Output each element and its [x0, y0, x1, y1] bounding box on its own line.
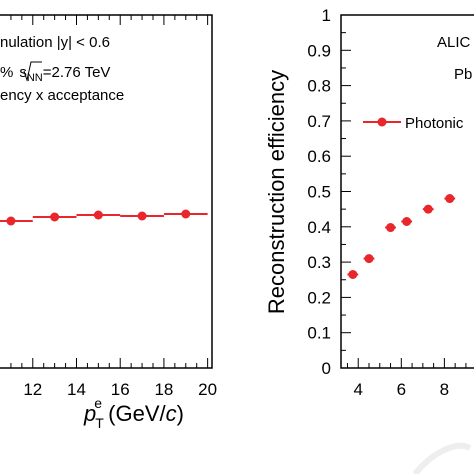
right-data-series	[347, 194, 456, 279]
sqrt-sign	[23, 61, 42, 82]
left-plot-frame	[0, 14, 213, 369]
right-y-tick-label: 0.1	[307, 324, 331, 343]
right-annotation-system: Pb	[454, 66, 472, 83]
right-annotation-experiment: ALIC	[437, 34, 471, 51]
left-x-tick-label: 12	[23, 380, 42, 399]
left-data-series	[0, 209, 208, 226]
right-y-tick-label: 0.8	[307, 77, 331, 96]
right-x-tick-label: 4	[353, 380, 362, 399]
left-annotation-energy: % sNN=2.76 TeV	[0, 64, 110, 84]
left-x-tick-label: 16	[111, 380, 130, 399]
right-point-marker	[348, 269, 358, 279]
left-x-tick-label: 20	[198, 380, 217, 399]
left-point-marker	[93, 210, 103, 220]
right-point-marker	[364, 254, 374, 264]
right-y-tick-label: 0	[322, 359, 331, 378]
legend: Photonic	[363, 115, 464, 132]
left-point-marker	[137, 211, 147, 221]
right-point-marker	[402, 217, 412, 227]
left-point-marker	[6, 216, 16, 226]
right-point-marker	[386, 223, 396, 233]
right-y-tick-label: 0.6	[307, 147, 331, 166]
right-x-tick-label: 6	[397, 380, 406, 399]
left-point-marker	[181, 209, 191, 219]
right-panel: 0 0.1 0.2 0.3 0.4 0.5 0.6 0.7 0.8 0.9 1 4 6 8 Recons…	[264, 6, 474, 399]
right-x-tick-labels: 4 6 8	[353, 380, 449, 399]
left-x-tick-marks	[10, 15, 209, 368]
right-point-marker	[423, 204, 433, 214]
left-x-tick-label: 18	[154, 380, 173, 399]
left-annotation-efficiency: ency x acceptance	[0, 87, 124, 104]
left-x-tick-labels: 12 14 16 18 20	[23, 380, 217, 399]
right-y-tick-labels: 0 0.1 0.2 0.3 0.4 0.5 0.6 0.7 0.8 0.9 1	[307, 6, 331, 378]
right-point-marker	[445, 194, 455, 204]
watermark-swirl	[412, 442, 472, 474]
right-y-tick-marks	[341, 14, 351, 369]
right-y-tick-label: 0.9	[307, 41, 331, 60]
right-y-tick-label: 0.4	[307, 218, 331, 237]
right-y-axis-title: Reconstruction efficiency	[264, 70, 289, 314]
right-y-tick-label: 0.3	[307, 253, 331, 272]
right-y-tick-label: 0.2	[307, 288, 331, 307]
legend-marker	[377, 117, 387, 127]
right-y-tick-label: 1	[322, 6, 331, 25]
legend-label: Photonic	[405, 115, 464, 132]
right-y-tick-label: 0.7	[307, 112, 331, 131]
left-annotation-simulation: nulation |y| < 0.6	[0, 34, 110, 51]
right-x-tick-label: 8	[440, 380, 449, 399]
left-x-tick-label: 14	[67, 380, 86, 399]
left-x-axis-title: pTe (GeV/c)	[83, 395, 184, 431]
right-x-tick-marks	[346, 358, 467, 368]
right-y-tick-label: 0.5	[307, 183, 331, 202]
left-panel: 12 14 16 18 20 nulation |y| < 0.6 % sNN=2.76 …	[0, 14, 217, 431]
left-point-marker	[50, 212, 60, 222]
